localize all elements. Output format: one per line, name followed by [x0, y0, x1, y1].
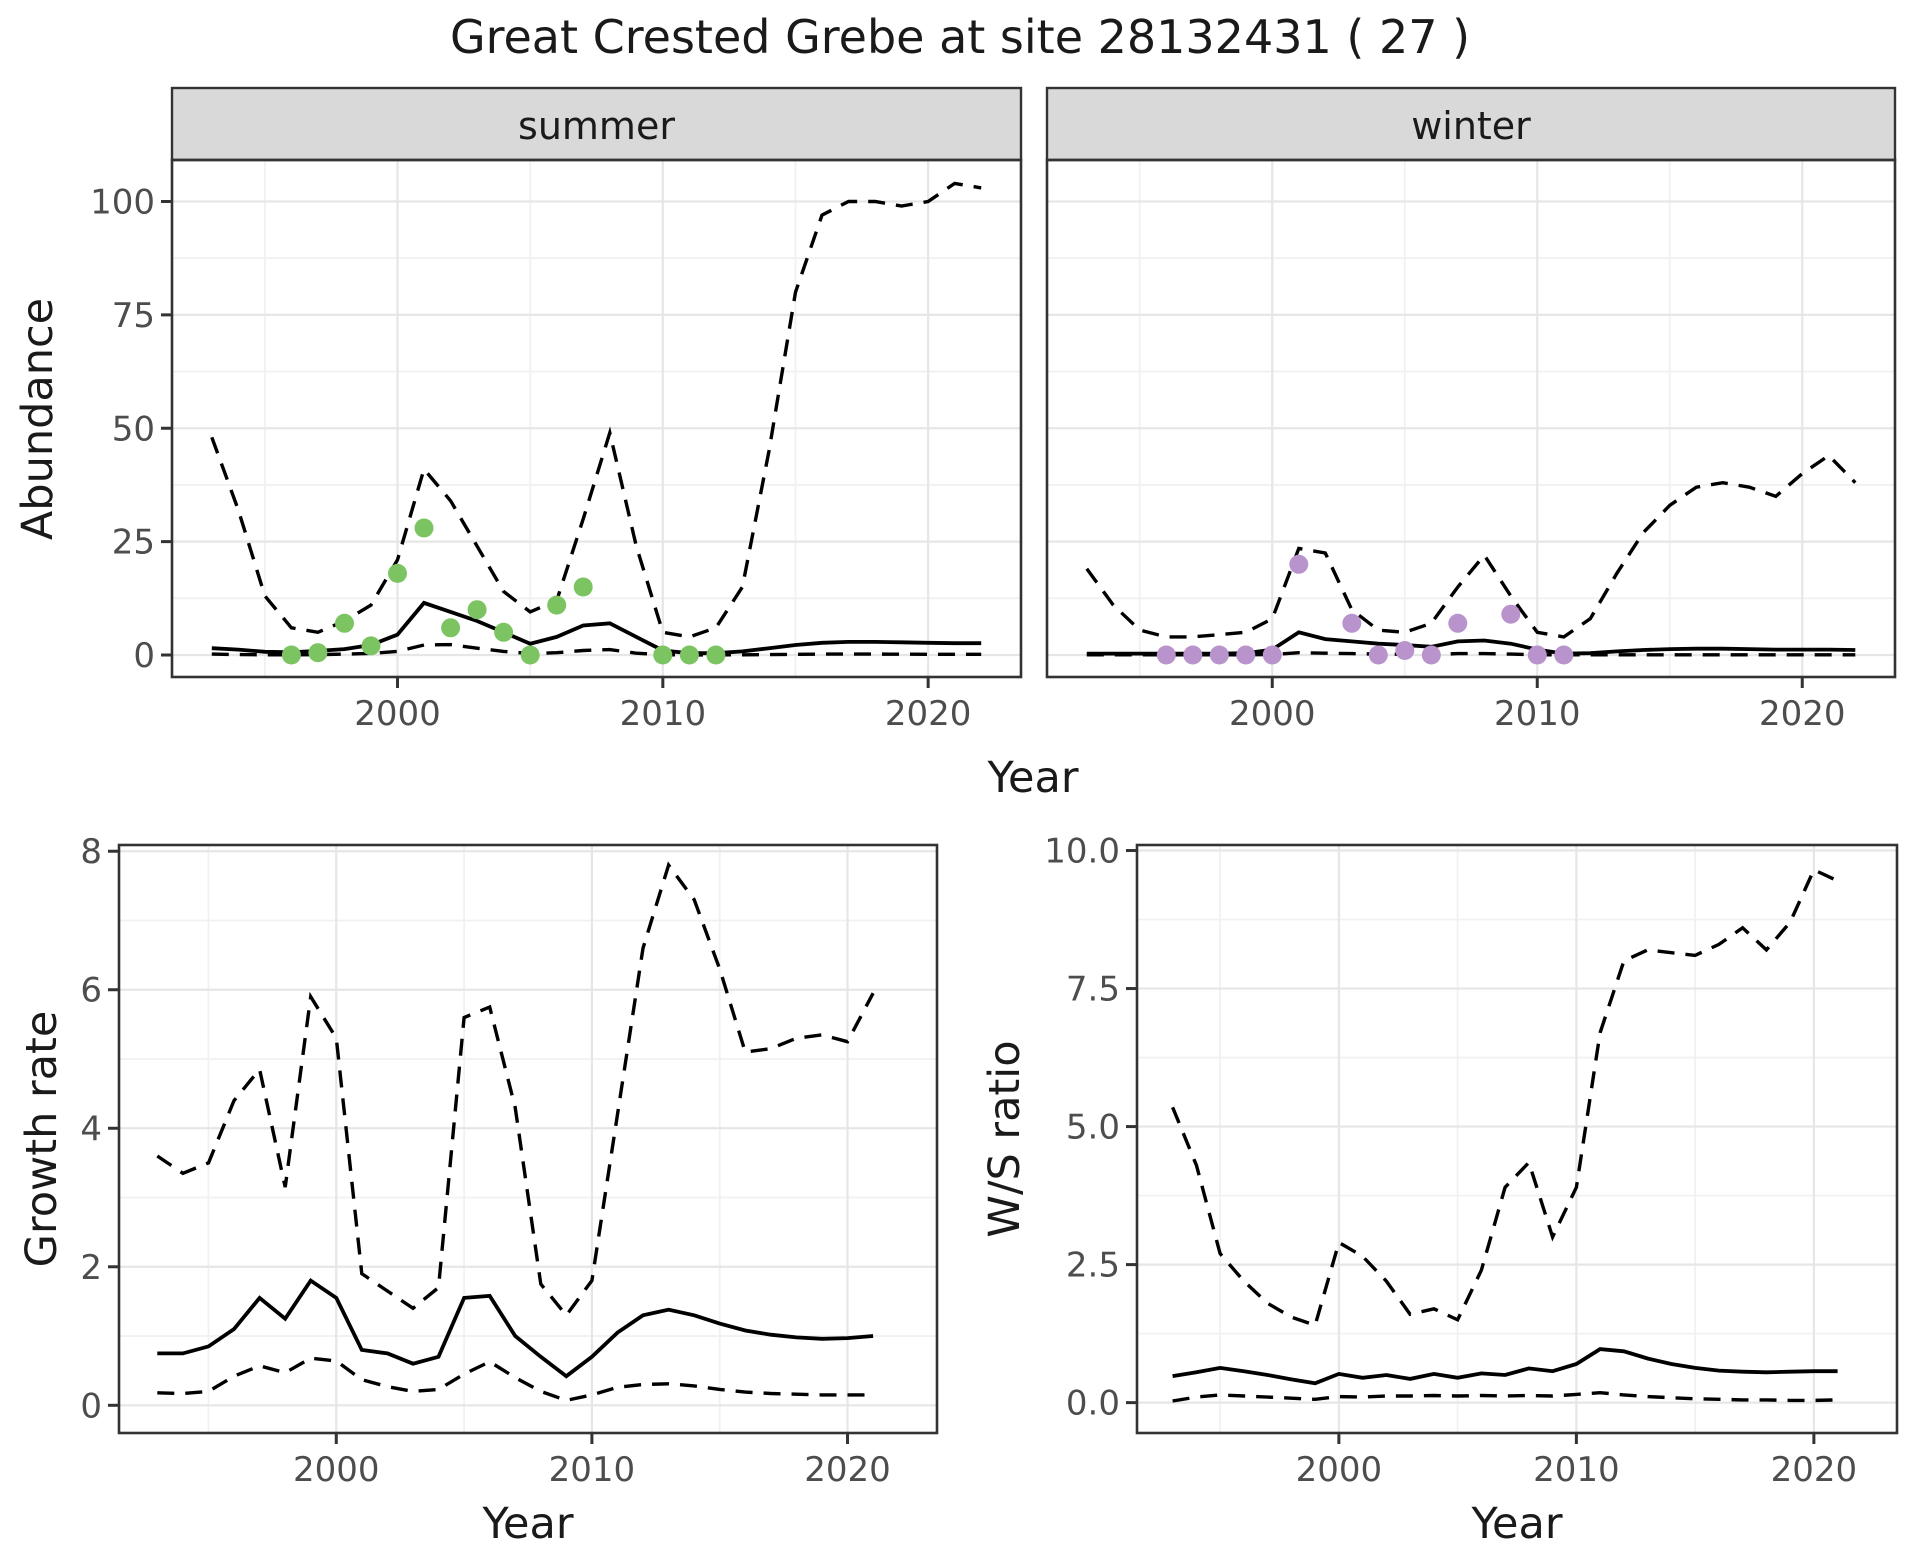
y-tick-label: 2.5 — [1066, 1246, 1120, 1286]
y-tick-label: 2 — [80, 1248, 102, 1288]
ws-ratio-median-line — [1172, 1347, 1838, 1386]
y-tick-label: 10.0 — [1044, 832, 1120, 872]
growth-rate-lower-ci-line — [157, 1356, 874, 1403]
winter-observation-point — [1421, 645, 1441, 665]
x-tick-label: 2020 — [885, 694, 972, 734]
summer-observation-point — [494, 622, 514, 642]
x-tick-label: 2020 — [1759, 694, 1846, 734]
winter-observation-point — [1183, 645, 1203, 665]
winter-observation-point — [1342, 613, 1362, 633]
y-tick-label: 6 — [80, 971, 102, 1011]
y-tick-label: 5.0 — [1066, 1108, 1120, 1148]
winter-observation-point — [1527, 645, 1547, 665]
winter-observation-point — [1236, 645, 1256, 665]
y-tick-label: 75 — [112, 296, 155, 336]
ws-ratio-panel: 2000 2010 2020 0.0 2.5 5.0 7.5 10.0 — [1044, 832, 1899, 1490]
ws-ratio-panel-background — [1137, 845, 1897, 1433]
summer-panel-background — [172, 160, 1021, 677]
growth-rate-median-line — [157, 1277, 874, 1379]
y-tick-label: 25 — [112, 523, 155, 563]
summer-lower-ci-line — [211, 642, 982, 657]
winter-panel: 2000 2010 2020 — [1045, 86, 1897, 734]
summer-observation-point — [388, 563, 407, 583]
summer-observation-point — [547, 595, 567, 615]
summer-observation-point — [441, 618, 461, 638]
x-tick-label: 2000 — [354, 694, 441, 734]
x-tick-label: 2000 — [1229, 694, 1316, 734]
y-tick-label: 0 — [80, 1386, 102, 1426]
summer-observation-point — [308, 643, 328, 663]
winter-panel-background — [1047, 160, 1895, 677]
growth-rate-panel-border — [117, 843, 939, 1435]
y-tick-label: 7.5 — [1066, 970, 1120, 1010]
winter-observation-point — [1262, 645, 1282, 665]
summer-observation-point — [281, 645, 301, 665]
summer-panel: 2000 2010 2020 0 25 50 75 100 — [90, 86, 1023, 734]
summer-observation-point — [573, 577, 593, 597]
x-tick-label: 2000 — [1296, 1450, 1383, 1490]
winter-observation-point — [1156, 645, 1176, 665]
x-tick-label: 2010 — [620, 694, 707, 734]
summer-observation-point — [467, 600, 487, 620]
summer-observation-point — [361, 636, 381, 656]
winter-facet-strip — [1045, 86, 1897, 162]
winter-observation-point — [1289, 554, 1309, 574]
growth-rate-panel-background — [119, 845, 937, 1433]
summer-median-line — [211, 600, 982, 656]
x-tick-label: 2020 — [804, 1450, 891, 1490]
x-tick-label: 2010 — [1494, 694, 1581, 734]
y-tick-label: 100 — [90, 182, 155, 222]
winter-observation-point — [1501, 604, 1521, 624]
growth-rate-panel: 2000 2010 2020 0 2 4 6 8 — [80, 832, 939, 1490]
winter-upper-ci-line — [1085, 453, 1857, 639]
summer-panel-border — [170, 158, 1023, 679]
winter-panel-border — [1045, 158, 1897, 679]
summer-observation-point — [335, 613, 354, 633]
x-tick-label: 2000 — [293, 1450, 380, 1490]
winter-observation-point — [1368, 645, 1388, 665]
winter-observation-point — [1395, 641, 1415, 660]
summer-observation-point — [520, 645, 540, 665]
x-tick-label: 2020 — [1771, 1450, 1858, 1490]
y-tick-label: 8 — [80, 832, 102, 872]
y-tick-label: 0 — [133, 636, 155, 676]
growth-rate-upper-ci-line — [156, 861, 875, 1319]
ws-ratio-panel-border — [1135, 843, 1899, 1435]
winter-observation-point — [1209, 645, 1229, 665]
summer-observation-point — [679, 645, 699, 665]
x-tick-label: 2010 — [1533, 1450, 1620, 1490]
summer-observation-point — [706, 645, 726, 665]
y-tick-label: 50 — [112, 409, 155, 449]
summer-observation-point — [414, 518, 434, 538]
y-tick-label: 4 — [80, 1109, 102, 1149]
winter-observation-point — [1554, 645, 1574, 665]
ws-ratio-upper-ci-line — [1171, 867, 1839, 1328]
summer-facet-strip — [170, 86, 1023, 162]
x-tick-label: 2010 — [549, 1450, 636, 1490]
y-tick-label: 0.0 — [1066, 1384, 1120, 1424]
summer-observation-point — [653, 645, 673, 665]
winter-observation-point — [1448, 613, 1468, 633]
